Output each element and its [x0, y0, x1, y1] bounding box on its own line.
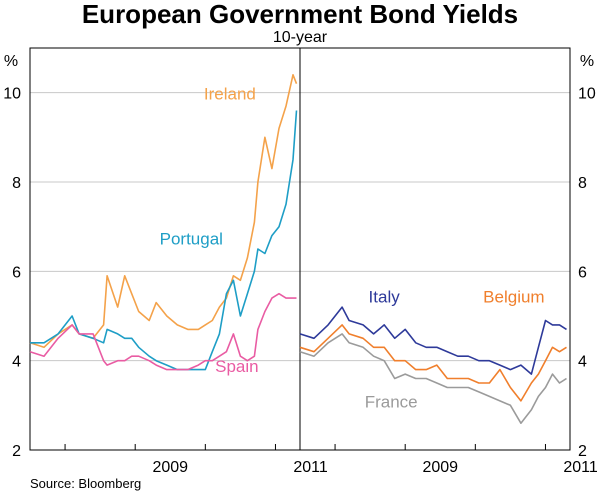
series-label-italy: Italy — [369, 288, 401, 307]
x-tick-label-right-2009: 2009 — [422, 459, 458, 476]
series-label-ireland: Ireland — [204, 84, 256, 103]
series-line-italy — [299, 306, 567, 375]
y-unit-right: % — [580, 53, 594, 70]
series-label-belgium: Belgium — [483, 288, 544, 307]
source-note: Source: Bloomberg — [30, 476, 141, 491]
y-tick-left-10: 10 — [3, 86, 21, 103]
y-tick-left-6: 6 — [12, 264, 21, 281]
series-line-spain — [29, 292, 297, 371]
series-label-spain: Spain — [215, 357, 258, 376]
y-tick-left-2: 2 — [12, 443, 21, 460]
y-tick-left-4: 4 — [12, 354, 21, 371]
y-tick-left-8: 8 — [12, 175, 21, 192]
y-tick-right-2: 2 — [578, 443, 587, 460]
series-label-portugal: Portugal — [160, 230, 223, 249]
chart-title: European Government Bond Yields — [82, 0, 518, 29]
y-tick-right-8: 8 — [578, 175, 587, 192]
y-tick-right-4: 4 — [578, 354, 587, 371]
series-line-france — [299, 333, 567, 425]
y-tick-right-6: 6 — [578, 264, 587, 281]
y-unit-left: % — [4, 53, 18, 70]
x-tick-label-left-2009: 2009 — [152, 459, 188, 476]
x-tick-label-left-2011: 2011 — [293, 459, 328, 476]
series-line-ireland — [29, 74, 298, 349]
series-label-france: France — [365, 393, 418, 412]
chart-subtitle: 10-year — [273, 29, 328, 46]
plot-area: 2 2 4 4 6 6 8 8 10 10 2009 2011 2009 2011 Ireland Portu… — [3, 47, 598, 476]
y-tick-right-10: 10 — [578, 86, 596, 103]
series-line-belgium — [299, 324, 567, 402]
x-tick-label-right-2011: 2011 — [563, 459, 598, 476]
